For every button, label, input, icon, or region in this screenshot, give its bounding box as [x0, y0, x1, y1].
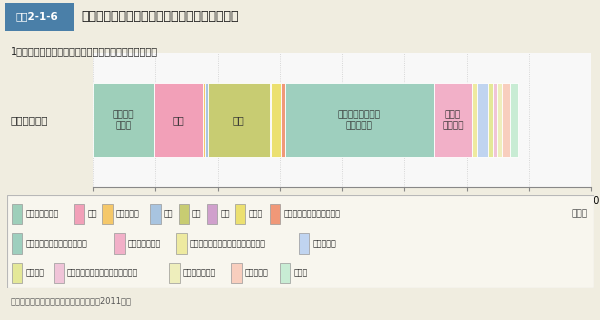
Bar [169, 263, 180, 284]
Text: 趣味・娯楽: 趣味・娯楽 [313, 239, 336, 248]
Bar [53, 263, 64, 284]
Bar [286, 83, 434, 157]
Text: 受診・療養: 受診・療養 [245, 269, 269, 278]
Bar [281, 83, 286, 157]
Bar [203, 83, 205, 157]
Text: 家事: 家事 [233, 115, 245, 125]
Text: 食事: 食事 [87, 209, 97, 218]
Bar [12, 263, 22, 284]
Text: 移動（通勤・通学を除く）: 移動（通勤・通学を除く） [283, 209, 340, 218]
Bar [510, 83, 518, 157]
Text: 育児: 育児 [220, 209, 230, 218]
Text: 買い物: 買い物 [248, 209, 263, 218]
Bar [176, 233, 187, 254]
Text: 身の回り
の用事: 身の回り の用事 [113, 110, 134, 130]
Bar [12, 204, 22, 224]
Bar [114, 233, 125, 254]
Text: （備考）総務省『社会生活基本調査』（2011年）: （備考）総務省『社会生活基本調査』（2011年） [11, 296, 132, 305]
Bar [502, 83, 510, 157]
Bar [74, 204, 85, 224]
Text: 交際・付き合い: 交際・付き合い [183, 269, 216, 278]
Bar [270, 204, 280, 224]
Text: 高齢単身世帯は、テレビや休養等の時間が長い: 高齢単身世帯は、テレビや休養等の時間が長い [81, 10, 239, 23]
Bar [271, 83, 281, 157]
Text: 学習・自己啓発・訓練（学業以外）: 学習・自己啓発・訓練（学業以外） [190, 239, 266, 248]
Bar [235, 204, 245, 224]
Bar [5, 3, 74, 31]
Text: 高齢単身世帯: 高齢単身世帯 [11, 115, 48, 125]
Text: 家事: 家事 [192, 209, 202, 218]
Bar [280, 263, 290, 284]
Bar [299, 233, 310, 254]
Text: 休養・
くつろぎ: 休養・ くつろぎ [442, 110, 464, 130]
Bar [434, 83, 472, 157]
Bar [488, 83, 493, 157]
Text: テレビ・ラジオ・
新聞・雑誌: テレビ・ラジオ・ 新聞・雑誌 [338, 110, 381, 130]
Bar [477, 83, 488, 157]
Bar [207, 204, 217, 224]
Text: テレビ・ラジオ・新聞・雑誌: テレビ・ラジオ・新聞・雑誌 [25, 239, 87, 248]
Bar [232, 263, 242, 284]
Text: 図表2-1-6: 図表2-1-6 [16, 11, 59, 21]
Text: 仕事: 仕事 [164, 209, 173, 218]
Text: 通勤・通学: 通勤・通学 [115, 209, 139, 218]
Text: スポーツ: スポーツ [25, 269, 44, 278]
Text: 1日のうち、一人でいた時間の行動配分（睡眠を除く）: 1日のうち、一人でいた時間の行動配分（睡眠を除く） [11, 46, 158, 56]
Bar [151, 204, 161, 224]
Text: 身の回りの用事: 身の回りの用事 [25, 209, 59, 218]
Bar [102, 204, 113, 224]
Text: 食事: 食事 [172, 115, 184, 125]
Bar [497, 83, 502, 157]
Bar [179, 204, 189, 224]
Text: 休養・くつろぎ: 休養・くつろぎ [128, 239, 161, 248]
Bar [472, 83, 477, 157]
Bar [12, 233, 22, 254]
Bar [93, 83, 154, 157]
Bar [154, 83, 203, 157]
Text: ボランティア活動・社会参加活動: ボランティア活動・社会参加活動 [67, 269, 139, 278]
Text: その他: その他 [293, 269, 308, 278]
Text: （分）: （分） [572, 210, 588, 219]
Bar [205, 83, 208, 157]
Bar [208, 83, 270, 157]
Bar [493, 83, 497, 157]
Bar [270, 83, 271, 157]
